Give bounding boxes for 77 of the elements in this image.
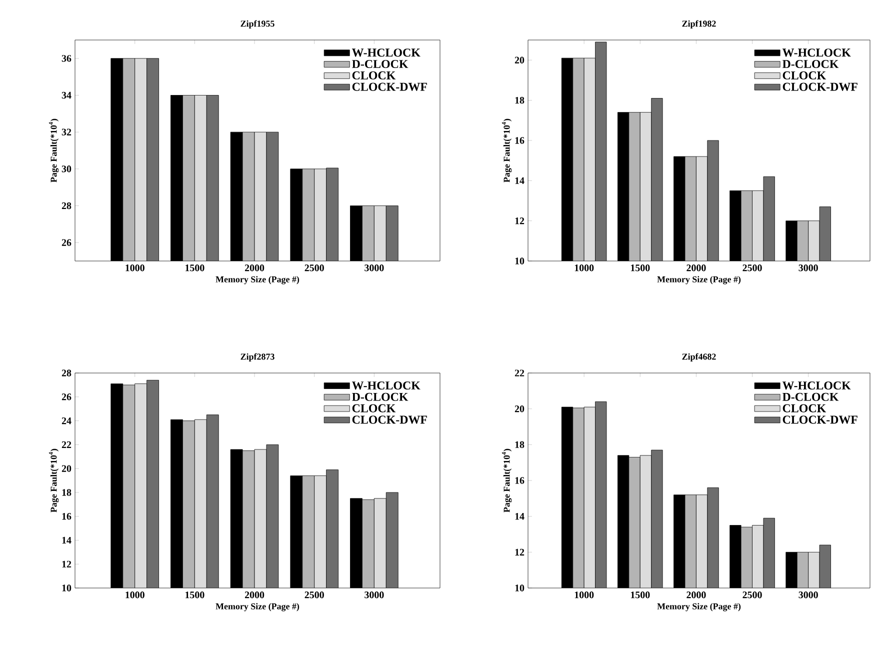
y-tick-label: 12: [515, 548, 524, 556]
y-tick-label: 20: [514, 405, 524, 412]
y-tick-label: 14: [62, 536, 72, 544]
legend-label: W-HCLOCK: [352, 48, 420, 57]
legend-label: CLOCK-DWF: [782, 82, 858, 91]
y-tick-label: 18: [515, 441, 524, 448]
y-tick-label: 16: [515, 477, 524, 484]
x-tick-label: 1500: [186, 264, 204, 272]
legend-label: CLOCK: [782, 404, 826, 412]
y-tick-label: 16: [62, 512, 72, 520]
y-tick-label: 10: [515, 258, 524, 264]
chart-title: Zipf1955: [240, 20, 274, 28]
x-tick-label: 2500: [742, 592, 762, 598]
y-tick-label: 18: [62, 489, 72, 496]
x-axis-title: Memory Size (Page #): [216, 603, 300, 612]
y-tick-label: 30: [62, 166, 72, 172]
x-axis-title: Memory Size (Page #): [657, 276, 741, 284]
x-tick-label: 3000: [364, 592, 384, 598]
legend-label: D-CLOCK: [352, 392, 408, 401]
y-tick-label: 10: [515, 584, 524, 592]
legend-label: W-HCLOCK: [352, 381, 420, 390]
x-tick-label: 3000: [364, 264, 384, 272]
y-tick-label: 18: [515, 96, 524, 104]
legend-label: W-HCLOCK: [782, 48, 851, 57]
x-tick-label: 2000: [244, 592, 264, 598]
y-tick-label: 12: [515, 218, 524, 224]
y-tick-label: 10: [62, 584, 72, 592]
legend-label: CLOCK-DWF: [782, 416, 858, 424]
y-tick-label: 28: [62, 202, 72, 210]
y-tick-label: 16: [515, 137, 524, 144]
legend-label: CLOCK: [352, 404, 396, 412]
y-tick-label: 26: [62, 394, 72, 400]
x-axis-title: Memory Size (Page #): [216, 276, 300, 284]
chart-title: Zipf1982: [682, 20, 716, 28]
x-tick-label: 3000: [798, 264, 818, 272]
y-tick-label: 28: [62, 370, 72, 376]
y-axis-title: Page Fault(*10$^{4}$): [48, 118, 59, 182]
x-tick-label: 2000: [686, 264, 706, 272]
y-tick-label: 36: [62, 55, 72, 62]
y-tick-label: 20: [62, 465, 72, 472]
y-tick-label: 32: [62, 128, 72, 136]
x-tick-label: 2500: [742, 264, 762, 272]
legend-label: D-CLOCK: [782, 392, 839, 401]
y-axis-title: Page Fault(*10$^{4}$): [502, 448, 512, 512]
y-tick-label: 22: [514, 370, 524, 376]
chart-title: Zipf2873: [240, 353, 274, 362]
x-tick-label: 1000: [126, 592, 144, 598]
x-axis-title: Memory Size (Page #): [657, 603, 741, 612]
y-tick-label: 22: [62, 441, 72, 448]
x-tick-label: 2000: [244, 264, 264, 272]
x-tick-label: 2500: [304, 264, 324, 272]
legend-label: W-HCLOCK: [782, 381, 851, 390]
x-tick-label: 2000: [686, 592, 706, 598]
y-tick-label: 14: [515, 177, 524, 184]
x-tick-label: 2500: [304, 592, 324, 598]
y-tick-label: 20: [514, 56, 524, 64]
y-tick-label: 26: [62, 239, 72, 246]
legend-label: CLOCK-DWF: [352, 416, 427, 424]
y-tick-label: 34: [62, 92, 72, 99]
y-tick-label: 12: [62, 560, 72, 568]
x-tick-label: 1500: [630, 264, 650, 272]
legend-label: CLOCK: [782, 71, 826, 80]
chart-title: Zipf4682: [682, 353, 716, 362]
y-axis-title: Page Fault(*10$^{4}$): [48, 448, 59, 512]
y-tick-label: 14: [515, 513, 524, 520]
y-tick-label: 24: [62, 417, 72, 424]
legend-label: D-CLOCK: [352, 60, 408, 68]
x-tick-label: 1500: [630, 592, 650, 598]
y-axis-title: Page Fault(*10$^{4}$): [502, 118, 512, 182]
x-tick-label: 1000: [574, 264, 594, 272]
legend-label: CLOCK-DWF: [352, 82, 427, 91]
legend-label: D-CLOCK: [782, 60, 839, 68]
x-tick-label: 3000: [798, 592, 818, 598]
legend-label: CLOCK: [352, 71, 396, 80]
x-tick-label: 1000: [126, 264, 144, 272]
x-tick-label: 1500: [186, 592, 204, 598]
x-tick-label: 1000: [574, 592, 594, 598]
